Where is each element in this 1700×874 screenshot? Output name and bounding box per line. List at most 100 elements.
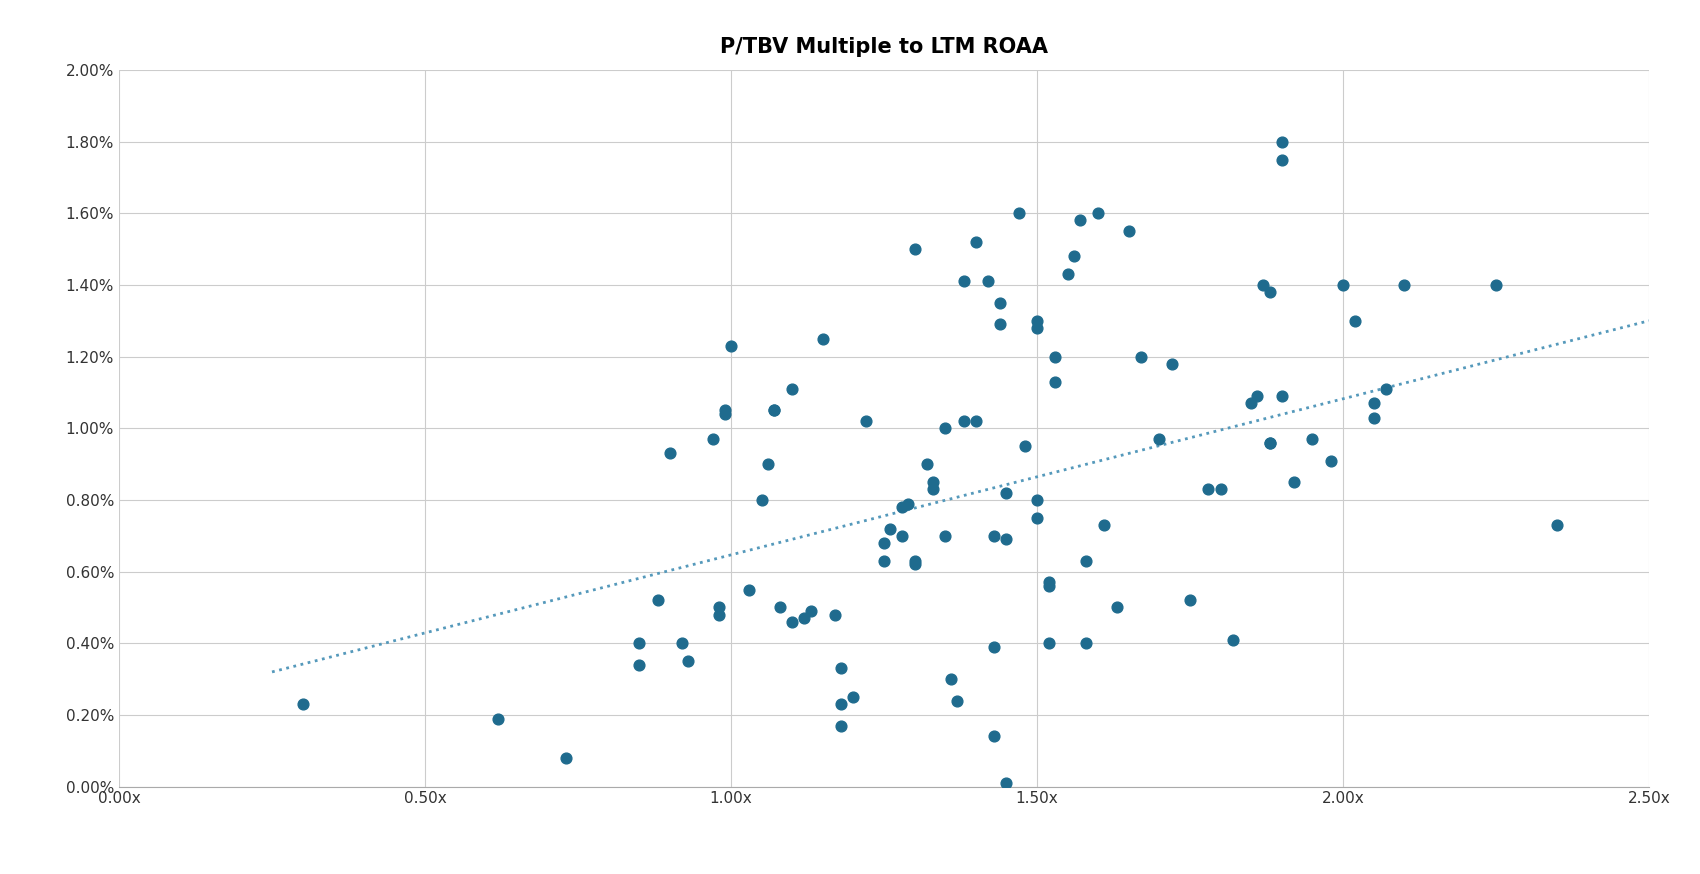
Point	[901, 242, 928, 256]
Point	[1244, 389, 1272, 403]
Point	[1042, 375, 1069, 389]
Point	[755, 457, 782, 471]
Point	[870, 554, 898, 568]
Point	[920, 482, 947, 496]
Point	[699, 432, 726, 446]
Point	[779, 614, 806, 628]
Point	[852, 414, 879, 428]
Point	[1042, 350, 1069, 364]
Point	[1091, 518, 1119, 532]
Point	[1544, 518, 1571, 532]
Point	[981, 730, 1008, 744]
Point	[901, 554, 928, 568]
Point	[1238, 396, 1265, 410]
Point	[626, 636, 653, 650]
Point	[1035, 579, 1062, 593]
Point	[1256, 285, 1284, 299]
Point	[779, 382, 806, 396]
Point	[675, 654, 702, 669]
Point	[901, 558, 928, 572]
Point	[993, 486, 1020, 500]
Point	[1280, 475, 1307, 489]
Point	[1268, 389, 1295, 403]
Point	[1012, 439, 1039, 453]
Point	[821, 607, 848, 621]
Point	[1268, 152, 1295, 166]
Point	[1341, 314, 1368, 328]
Point	[894, 496, 921, 510]
Point	[706, 607, 733, 621]
Point	[950, 414, 977, 428]
Point	[711, 407, 738, 421]
Point	[828, 697, 855, 711]
Point	[993, 532, 1020, 546]
Point	[736, 583, 763, 597]
Point	[981, 640, 1008, 654]
Point	[974, 274, 1001, 288]
Point	[767, 600, 794, 614]
Point	[1035, 575, 1062, 589]
Title: P/TBV Multiple to LTM ROAA: P/TBV Multiple to LTM ROAA	[721, 38, 1047, 58]
Point	[1103, 600, 1130, 614]
Point	[889, 529, 916, 543]
Point	[877, 522, 904, 536]
Point	[1054, 267, 1081, 281]
Point	[1023, 493, 1051, 507]
Point	[626, 658, 653, 672]
Point	[809, 331, 836, 345]
Point	[1482, 278, 1510, 292]
Point	[889, 500, 916, 514]
Point	[840, 690, 867, 704]
Point	[1115, 224, 1142, 238]
Point	[797, 604, 824, 618]
Point	[1195, 482, 1222, 496]
Point	[938, 672, 966, 686]
Point	[962, 235, 989, 249]
Point	[552, 751, 580, 765]
Point	[1318, 454, 1345, 468]
Point	[828, 662, 855, 676]
Point	[1219, 633, 1246, 647]
Point	[1372, 382, 1399, 396]
Point	[932, 529, 959, 543]
Point	[711, 404, 738, 418]
Point	[1005, 206, 1032, 220]
Point	[790, 611, 818, 625]
Point	[1299, 432, 1326, 446]
Point	[1035, 636, 1062, 650]
Point	[1158, 357, 1185, 371]
Point	[944, 694, 971, 708]
Point	[1085, 206, 1112, 220]
Point	[1023, 314, 1051, 328]
Point	[1360, 396, 1387, 410]
Point	[1146, 432, 1173, 446]
Point	[1250, 278, 1277, 292]
Point	[1256, 435, 1284, 449]
Point	[1073, 636, 1100, 650]
Point	[920, 475, 947, 489]
Point	[828, 718, 855, 732]
Point	[644, 593, 672, 607]
Point	[986, 317, 1013, 331]
Point	[1023, 321, 1051, 335]
Point	[981, 529, 1008, 543]
Point	[760, 404, 787, 418]
Point	[950, 274, 977, 288]
Point	[1391, 278, 1418, 292]
Point	[706, 600, 733, 614]
Point	[993, 776, 1020, 790]
Point	[1023, 510, 1051, 524]
Point	[1329, 278, 1357, 292]
Point	[717, 339, 745, 353]
Point	[1066, 213, 1093, 227]
Point	[656, 447, 683, 461]
Point	[1360, 411, 1387, 425]
Point	[870, 536, 898, 550]
Point	[986, 295, 1013, 310]
Point	[962, 414, 989, 428]
Point	[913, 457, 940, 471]
Point	[760, 404, 787, 418]
Point	[1176, 593, 1204, 607]
Point	[484, 711, 512, 725]
Point	[1061, 249, 1088, 263]
